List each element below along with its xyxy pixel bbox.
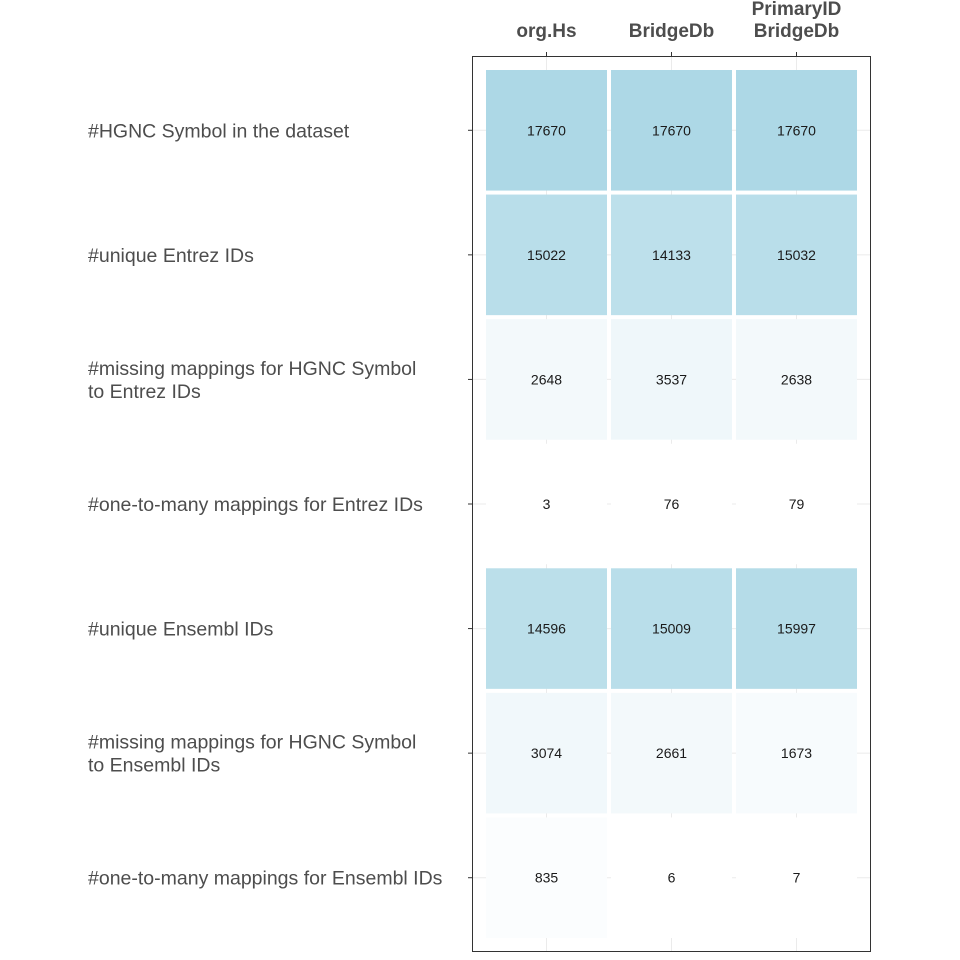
y-axis-label: #missing mappings for HGNC Symbol to Entr… bbox=[88, 358, 416, 403]
heatmap-cell bbox=[486, 70, 607, 191]
heatmap-cell bbox=[486, 817, 607, 938]
x-axis-label: org.Hs bbox=[516, 21, 576, 42]
heatmap-cell bbox=[611, 568, 732, 689]
x-axis-label: BridgeDb bbox=[629, 21, 715, 42]
heatmap-cell bbox=[611, 692, 732, 814]
cell-value-label: 14133 bbox=[652, 247, 691, 263]
cell-value-label: 15997 bbox=[777, 621, 816, 637]
heatmap-cell bbox=[486, 319, 607, 440]
heatmap-cell bbox=[611, 817, 732, 938]
heatmap-cell bbox=[736, 319, 857, 440]
axis-ticks bbox=[468, 52, 797, 879]
cell-value-label: 835 bbox=[535, 870, 559, 886]
panel-border bbox=[472, 56, 871, 952]
cell-value-label: 76 bbox=[664, 496, 680, 512]
cell-value-label: 3074 bbox=[531, 745, 562, 761]
heatmap-cell bbox=[486, 194, 607, 316]
cell-value-label: 6 bbox=[668, 870, 676, 886]
y-axis-labels: #HGNC Symbol in the dataset #unique Entre… bbox=[88, 120, 443, 889]
heatmap-cell bbox=[486, 568, 607, 689]
cell-value-label: 15032 bbox=[777, 247, 816, 263]
cell-value-label: 17670 bbox=[652, 122, 691, 138]
heatmap-cell bbox=[736, 194, 857, 316]
y-axis-label: #one-to-many mappings for Ensembl IDs bbox=[88, 868, 443, 890]
heatmap-cell bbox=[736, 70, 857, 191]
cell-value-label: 2661 bbox=[656, 745, 687, 761]
y-axis-label: #one-to-many mappings for Entrez IDs bbox=[88, 494, 423, 516]
cell-value-label: 3 bbox=[543, 496, 551, 512]
heatmap-cell bbox=[486, 692, 607, 814]
heatmap-cell bbox=[736, 817, 857, 938]
heatmap-cell bbox=[486, 443, 607, 565]
heatmap-cell bbox=[736, 443, 857, 565]
x-axis-label: PrimaryID BridgeDb bbox=[752, 0, 842, 42]
y-axis-label: #unique Ensembl IDs bbox=[88, 619, 274, 641]
heatmap-cell bbox=[611, 443, 732, 565]
cell-value-label: 3537 bbox=[656, 371, 687, 387]
cell-value-label: 1673 bbox=[781, 745, 812, 761]
cell-value-label: 2638 bbox=[781, 371, 812, 387]
heatmap-cell bbox=[611, 194, 732, 316]
x-axis-labels: org.Hs BridgeDb PrimaryID BridgeDb bbox=[516, 0, 841, 42]
cell-value-label: 17670 bbox=[777, 122, 816, 138]
y-axis-label: #HGNC Symbol in the dataset bbox=[88, 120, 350, 142]
cell-value-label: 15022 bbox=[527, 247, 566, 263]
cell-value-label: 2648 bbox=[531, 371, 562, 387]
heatmap-cell bbox=[736, 568, 857, 689]
cell-value-label: 79 bbox=[789, 496, 805, 512]
cell-value-label: 14596 bbox=[527, 621, 566, 637]
y-axis-label: #unique Entrez IDs bbox=[88, 245, 254, 267]
cell-value-label: 17670 bbox=[527, 122, 566, 138]
heatmap-cell bbox=[611, 70, 732, 191]
cell-value-labels: 17670 17670 17670 15022 14133 15032 2648 3537 26… bbox=[527, 122, 816, 885]
heatmap-cell bbox=[611, 319, 732, 440]
cell-value-label: 15009 bbox=[652, 621, 691, 637]
y-axis-label: #missing mappings for HGNC Symbol to Ense… bbox=[88, 732, 416, 777]
heatmap-cell bbox=[736, 692, 857, 814]
heatmap-cells bbox=[486, 70, 857, 938]
cell-value-label: 7 bbox=[793, 870, 801, 886]
